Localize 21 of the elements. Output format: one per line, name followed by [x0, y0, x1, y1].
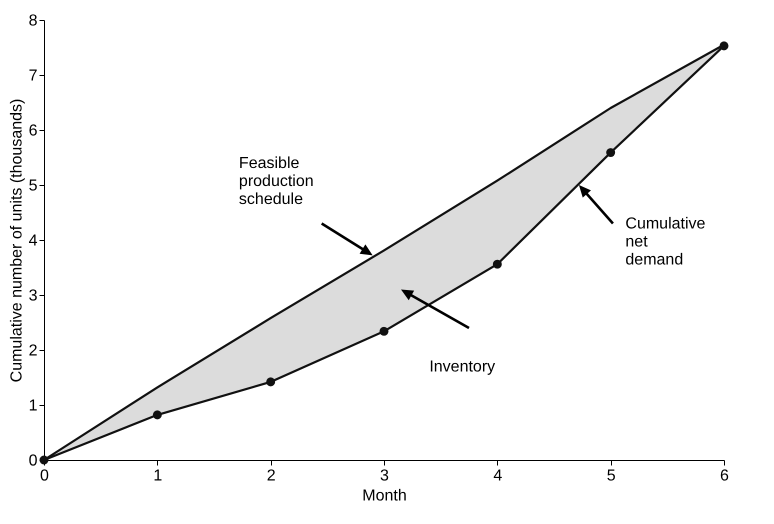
y-tick-label: 1: [28, 398, 38, 414]
y-tick-label: 4: [28, 232, 38, 250]
x-axis-title: Month: [362, 488, 407, 504]
y-tick-label: 8: [28, 12, 38, 30]
y-tick-label: 5: [28, 178, 38, 194]
x-tick-label: 5: [606, 468, 616, 484]
annotation: Cumulative net demand: [625, 215, 706, 268]
x-tick-label: 4: [493, 468, 502, 484]
x-tick-label: 3: [380, 468, 390, 484]
y-axis-title: Cumulative number of units (thousands): [8, 98, 26, 382]
y-tick-label: 0: [28, 452, 38, 470]
annotation: Inventory: [429, 358, 496, 376]
y-tick-label: 6: [28, 122, 38, 140]
y-tick-label: 3: [28, 288, 38, 304]
x-tick-label: 1: [153, 468, 162, 484]
x-tick-label: 0: [40, 468, 50, 484]
x-tick-label: 2: [266, 468, 276, 484]
annotation: Feasible production schedule: [238, 154, 314, 208]
y-tick-label: 7: [28, 68, 38, 84]
y-tick-label: 2: [28, 342, 38, 360]
x-tick-label: 6: [720, 468, 730, 484]
